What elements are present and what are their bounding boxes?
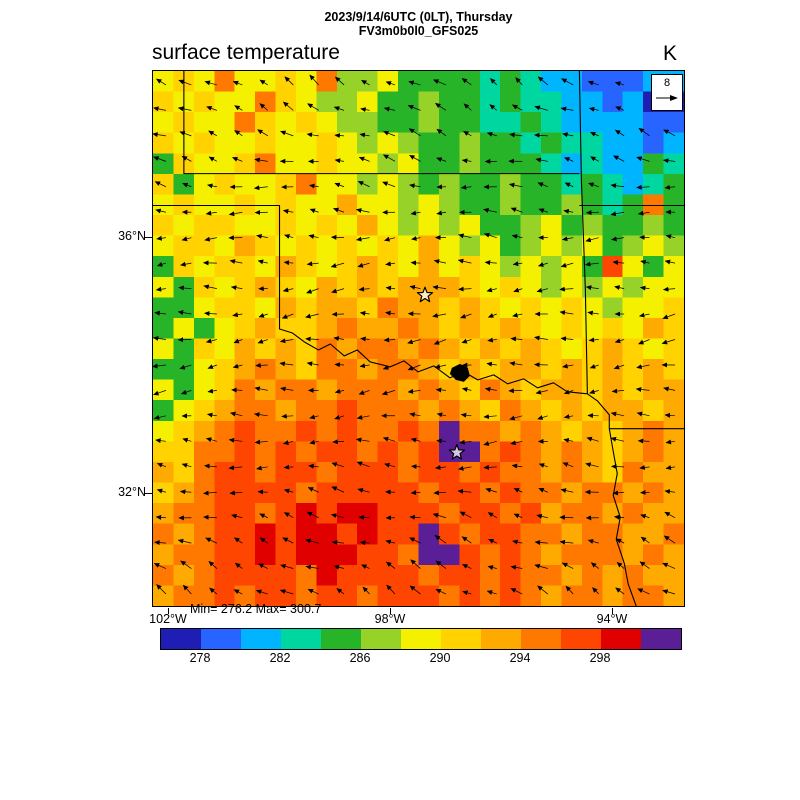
lat-tick-label: 32°N — [118, 485, 146, 499]
colorbar — [160, 628, 682, 650]
field-name-label: surface temperature — [152, 41, 340, 64]
colorbar-tick-label: 278 — [189, 651, 211, 665]
temperature-map-canvas — [153, 71, 684, 606]
plot-title-datetime: 2023/9/14/6UTC (0LT), Thursday — [324, 10, 513, 24]
unit-label: K — [663, 42, 678, 65]
lon-tick-mark — [168, 608, 169, 614]
minmax-stats-label: Min= 276.2 Max= 300.7 — [190, 602, 322, 616]
colorbar-tick-label: 298 — [589, 651, 611, 665]
lon-tick-mark — [612, 608, 613, 614]
colorbar-segment — [161, 629, 201, 649]
colorbar-tick-label: 282 — [269, 651, 291, 665]
colorbar-tick-label: 286 — [349, 651, 371, 665]
lon-tick-label: 98°W — [374, 612, 406, 626]
colorbar-segment — [281, 629, 321, 649]
wind-reference-value: 8 — [663, 77, 671, 89]
city-star-markers — [416, 286, 466, 460]
lake-texoma-shape — [449, 363, 470, 382]
colorbar-segment — [201, 629, 241, 649]
map-plot-area: 8 — [152, 70, 685, 607]
lat-tick-mark — [145, 493, 152, 494]
lat-tick-mark — [145, 237, 152, 238]
wind-reference-box: 8 — [651, 74, 683, 111]
plot-title-model: FV3m0b0l0_GFS025 — [358, 24, 479, 38]
colorbar-segment — [401, 629, 441, 649]
colorbar-segment — [321, 629, 361, 649]
colorbar-segment — [241, 629, 281, 649]
lon-tick-label: 94°W — [596, 612, 628, 626]
colorbar-tick-label: 290 — [429, 651, 451, 665]
colorbar-segment — [441, 629, 481, 649]
colorbar-segment — [481, 629, 521, 649]
colorbar-segment — [521, 629, 561, 649]
temperature-field — [153, 71, 684, 606]
colorbar-segment — [561, 629, 601, 649]
colorbar-segment — [601, 629, 641, 649]
lon-tick-label: 102°W — [149, 612, 187, 626]
colorbar-segment — [641, 629, 681, 649]
colorbar-segment — [361, 629, 401, 649]
lat-tick-label: 36°N — [118, 229, 146, 243]
colorbar-tick-label: 294 — [509, 651, 531, 665]
wind-reference-arrow-icon — [656, 95, 678, 101]
lon-tick-mark — [390, 608, 391, 614]
wind-vector-field — [153, 74, 676, 596]
